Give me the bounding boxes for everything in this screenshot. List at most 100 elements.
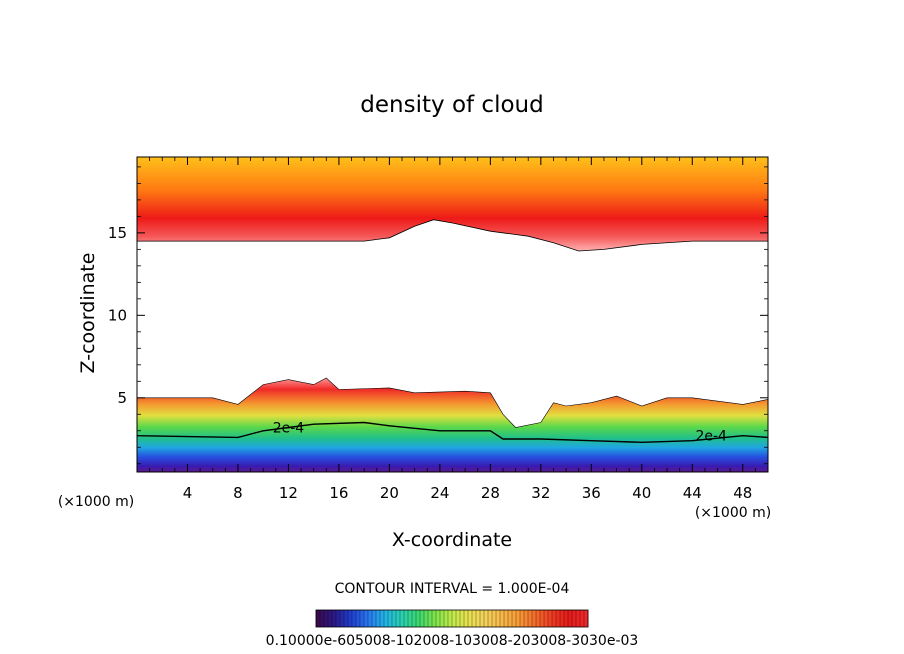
colorbar-cell	[488, 610, 493, 627]
colorbar-cell	[532, 610, 537, 627]
colorbar-cell	[568, 610, 573, 627]
x-axis-label: X-coordinate	[392, 529, 512, 551]
colorbar-cell	[436, 610, 441, 627]
colorbar-cell	[492, 610, 497, 627]
y-tick-label: 5	[117, 389, 127, 407]
colorbar-cell	[348, 610, 353, 627]
colorbar-frame	[315, 609, 589, 628]
colorbar-cell	[356, 610, 361, 627]
colorbar-cell	[536, 610, 541, 627]
plot-area: 2e-4 2e-4	[137, 157, 768, 472]
colorbar-cell	[420, 610, 425, 627]
y-tick-label: 15	[108, 224, 127, 242]
chart-title: density of cloud	[360, 92, 543, 118]
colorbar-cell	[448, 610, 453, 627]
x-tick-label: 8	[233, 484, 243, 502]
contour-2e-4-line	[137, 421, 768, 444]
colorbar-cell	[392, 610, 397, 627]
colorbar-labels: 0.10000e-605008-102008-103008-203008-303…	[266, 633, 639, 649]
x-tick-label: 16	[329, 484, 348, 502]
x-tick-label: 44	[683, 484, 702, 502]
colorbar-cell	[460, 610, 465, 627]
colorbar-cell	[372, 610, 377, 627]
colorbar-cell	[368, 610, 373, 627]
colorbar-cell	[572, 610, 577, 627]
colorbar-cell	[580, 610, 585, 627]
colorbar-cell	[500, 610, 505, 627]
colorbar-cell	[404, 610, 409, 627]
x-tick-label: 28	[481, 484, 500, 502]
x-unit-label-left: (×1000 m)	[58, 494, 134, 510]
lower-cloud-layer	[137, 378, 768, 472]
colorbar-cell	[552, 610, 557, 627]
colorbar-cell	[476, 610, 481, 627]
colorbar-cell	[516, 610, 521, 627]
colorbar-cell	[472, 610, 477, 627]
lower-cloud-edge	[137, 377, 768, 428]
colorbar-cell	[328, 610, 333, 627]
y-tick-label: 10	[108, 306, 127, 324]
colorbar-cell	[504, 610, 509, 627]
colorbar-cell	[508, 610, 513, 627]
colorbar-cell	[528, 610, 533, 627]
upper-cloud-layer	[137, 157, 768, 251]
colorbar-cell	[424, 610, 429, 627]
colorbar-cell	[360, 610, 365, 627]
colorbar	[315, 610, 589, 627]
colorbar-cell	[560, 610, 565, 627]
x-tick-label: 4	[183, 484, 193, 502]
colorbar-cell	[316, 610, 321, 627]
x-tick-label: 48	[733, 484, 752, 502]
colorbar-cell	[400, 610, 405, 627]
colorbar-cell	[344, 610, 349, 627]
x-unit-label-right: (×1000 m)	[695, 505, 771, 521]
colorbar-cell	[388, 610, 393, 627]
colorbar-cell	[340, 610, 345, 627]
colorbar-cell	[468, 610, 473, 627]
contour-interval-text: CONTOUR INTERVAL = 1.000E-04	[335, 581, 570, 597]
colorbar-cell	[464, 610, 469, 627]
colorbar-cell	[564, 610, 569, 627]
colorbar-cell	[544, 610, 549, 627]
x-tick-label: 36	[582, 484, 601, 502]
colorbar-cell	[456, 610, 461, 627]
colorbar-cell	[412, 610, 417, 627]
x-tick-label: 20	[380, 484, 399, 502]
x-tick-label: 32	[531, 484, 550, 502]
colorbar-cell	[396, 610, 401, 627]
contour-label-2: 2e-4	[695, 429, 727, 445]
colorbar-cell	[484, 610, 489, 627]
colorbar-cell	[556, 610, 561, 627]
colorbar-cell	[336, 610, 341, 627]
colorbar-cell	[440, 610, 445, 627]
colorbar-cell	[352, 610, 357, 627]
x-tick-label: 24	[430, 484, 449, 502]
colorbar-cell	[432, 610, 437, 627]
colorbar-cell	[496, 610, 501, 627]
y-axis-label: Z-coordinate	[77, 253, 99, 374]
colorbar-cell	[548, 610, 553, 627]
colorbar-cell	[540, 610, 545, 627]
colorbar-cell	[452, 610, 457, 627]
x-tick-label: 40	[632, 484, 651, 502]
colorbar-cell	[584, 610, 589, 627]
colorbar-cell	[416, 610, 421, 627]
colorbar-cell	[380, 610, 385, 627]
colorbar-cell	[512, 610, 517, 627]
colorbar-cell	[480, 610, 485, 627]
contour-label-1: 2e-4	[273, 420, 305, 436]
colorbar-cell	[324, 610, 329, 627]
colorbar-cell	[576, 610, 581, 627]
colorbar-cell	[520, 610, 525, 627]
colorbar-cell	[332, 610, 337, 627]
colorbar-cell	[320, 610, 325, 627]
x-tick-label: 12	[279, 484, 298, 502]
colorbar-cell	[364, 610, 369, 627]
colorbar-cell	[444, 610, 449, 627]
colorbar-cell	[524, 610, 529, 627]
colorbar-cell	[408, 610, 413, 627]
upper-cloud-contour	[137, 219, 768, 252]
colorbar-cell	[384, 610, 389, 627]
colorbar-cell	[428, 610, 433, 627]
